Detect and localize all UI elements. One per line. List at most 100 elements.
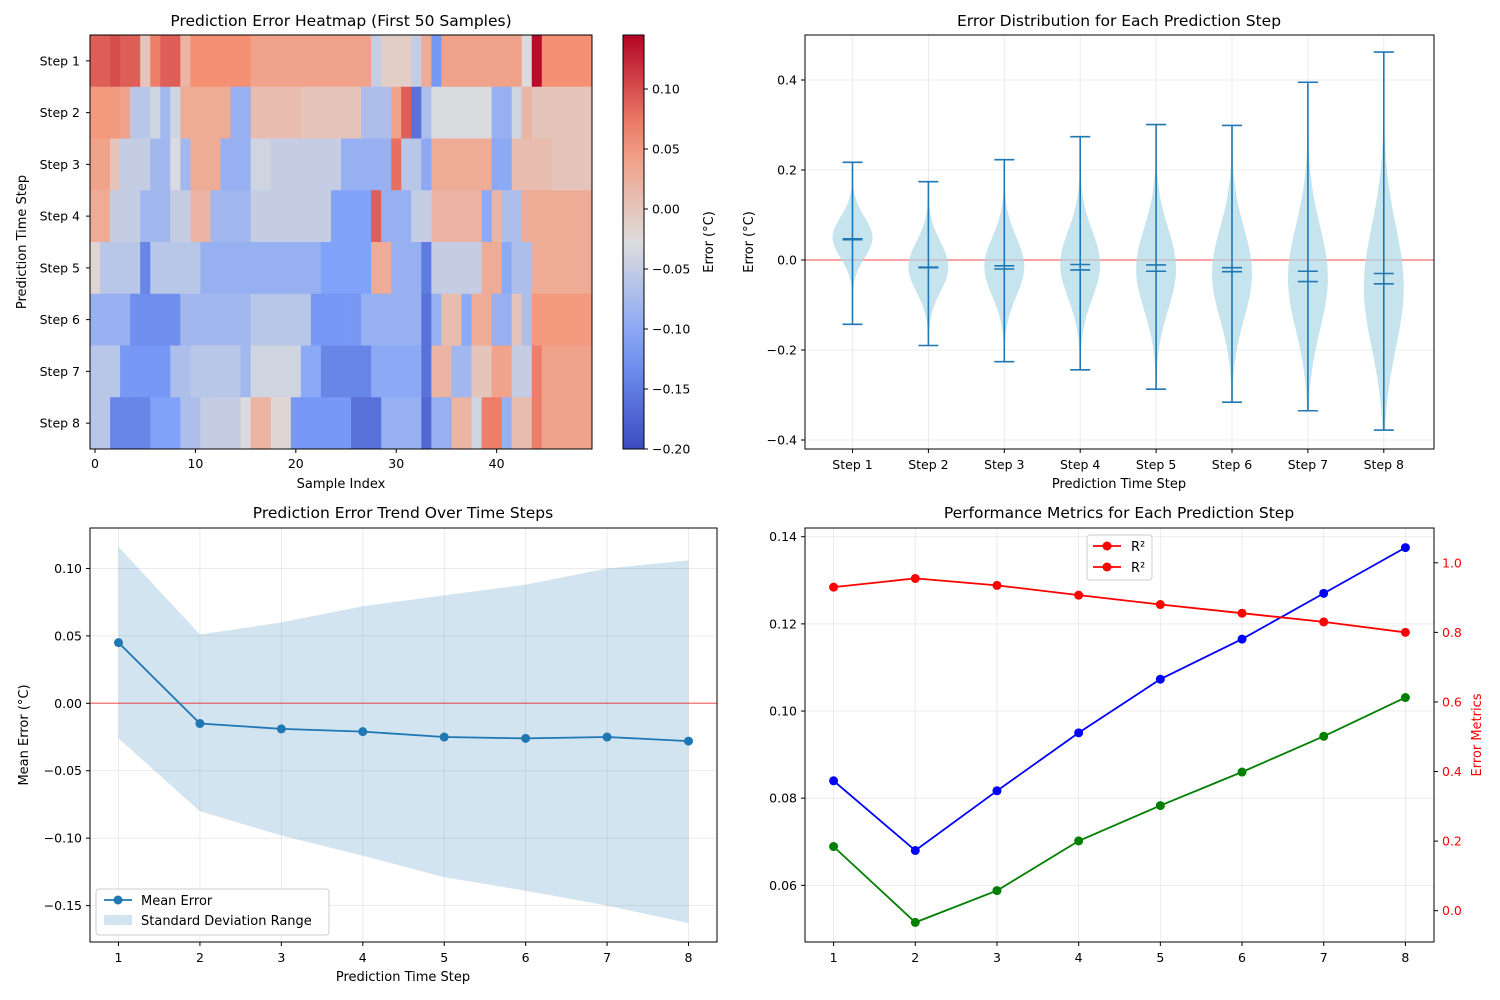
heatmap-cell (90, 138, 101, 191)
heatmap-cell (571, 86, 583, 139)
metrics-x-tick-label: 3 (993, 950, 1001, 965)
heatmap-cell (110, 138, 121, 191)
metrics-frame (804, 527, 1435, 943)
metrics-right-tick-label: 0.8 (1442, 625, 1462, 640)
heatmap-cell (531, 293, 543, 346)
heatmap-cell (431, 397, 442, 450)
heatmap-cell (200, 293, 211, 346)
violin-x-tick-label: Step 1 (832, 457, 872, 472)
trend-x-tick-label: 3 (277, 950, 285, 965)
metrics-x-tick-label: 7 (1320, 950, 1328, 965)
violin-panel: Error Distribution for Each Prediction S… (742, 12, 1435, 492)
heatmap-cell (371, 397, 382, 450)
heatmap-cell (280, 35, 292, 88)
heatmap-cell (361, 86, 372, 139)
heatmap-cell (300, 242, 312, 295)
heatmap-cell (140, 190, 151, 243)
heatmap-cell (180, 86, 191, 139)
heatmap-cell (441, 242, 452, 295)
colorbar-tick-label: −0.15 (652, 382, 690, 397)
metrics-series-point (910, 845, 920, 855)
heatmap-cell (180, 293, 191, 346)
heatmap-cell (300, 293, 312, 346)
heatmap-cell (551, 345, 563, 398)
heatmap-cell (491, 86, 503, 139)
heatmap-cell (200, 138, 211, 191)
violin-x-tick-label: Step 8 (1364, 457, 1404, 472)
heatmap-cell (160, 138, 171, 191)
heatmap-cell (551, 35, 563, 88)
metrics-x-tick-label: 1 (830, 950, 838, 965)
heatmap-cell (451, 397, 462, 450)
heatmap-cell (531, 35, 543, 88)
heatmap-cell (230, 190, 241, 243)
heatmap-cell (491, 242, 503, 295)
metrics-right-tick-label: 0.6 (1442, 694, 1462, 709)
heatmap-cell (441, 86, 452, 139)
heatmap-cell (150, 86, 161, 139)
heatmap-cell (190, 35, 201, 88)
heatmap-cell (230, 242, 241, 295)
heatmap-cell (361, 345, 372, 398)
heatmap-cell (431, 138, 442, 191)
heatmap-cell (341, 138, 352, 191)
heatmap-cell (501, 35, 513, 88)
heatmap-cell (140, 138, 151, 191)
heatmap-cell (411, 397, 422, 450)
heatmap-cell (351, 86, 362, 139)
heatmap-cell (320, 190, 332, 243)
heatmap-cell (200, 397, 211, 450)
heatmap-cell (120, 190, 131, 243)
heatmap-cell (190, 190, 201, 243)
trend-title: Prediction Error Trend Over Time Steps (253, 504, 553, 522)
heatmap-cell (210, 345, 221, 398)
heatmap-cell (471, 242, 482, 295)
heatmap-cell (90, 190, 101, 243)
heatmap-y-label: Prediction Time Step (15, 175, 30, 309)
heatmap-cell (190, 242, 201, 295)
heatmap-cell (290, 35, 302, 88)
violin-x-tick-label: Step 5 (1136, 457, 1176, 472)
heatmap-cell (310, 293, 322, 346)
trend-panel: Prediction Error Trend Over Time Steps −… (17, 504, 718, 985)
heatmap-cell (260, 190, 272, 243)
heatmap-cell (170, 190, 181, 243)
heatmap-cell (290, 190, 302, 243)
heatmap-row-label: Step 3 (40, 157, 80, 172)
heatmap-cell (391, 35, 402, 88)
heatmap-cell (501, 86, 513, 139)
heatmap-cell (260, 293, 272, 346)
trend-x-tick-label: 4 (359, 950, 367, 965)
heatmap-cell (160, 35, 171, 88)
heatmap-cell (290, 138, 302, 191)
heatmap-cell (581, 190, 593, 243)
heatmap-cell (250, 293, 262, 346)
trend-x-tick-label: 1 (115, 950, 123, 965)
heatmap-cell (371, 190, 382, 243)
heatmap-cell (561, 86, 573, 139)
heatmap-row-labels: Step 1 Step 2 Step 3 Step 4 Step 5 Step 6 Step… (40, 53, 90, 431)
heatmap-cell (531, 345, 543, 398)
heatmap-cell (461, 397, 472, 450)
metrics-x-tick-label: 2 (911, 950, 919, 965)
heatmap-cell (551, 397, 563, 450)
heatmap-cell (391, 138, 402, 191)
heatmap-cell (280, 242, 292, 295)
heatmap-cell (421, 190, 432, 243)
heatmap-cell (481, 397, 492, 450)
heatmap-cell (551, 242, 563, 295)
heatmap-cell (280, 293, 292, 346)
heatmap-x-tick-label: 10 (187, 456, 203, 471)
metrics-left-ticks: 0.06 0.08 0.10 0.12 0.14 (769, 529, 805, 893)
heatmap-cell (120, 86, 131, 139)
heatmap-cell (310, 190, 322, 243)
legend-mean-marker (113, 895, 123, 905)
violin-y-tick-label: 0.4 (777, 73, 797, 88)
heatmap-cell (130, 138, 141, 191)
mean-error-point (114, 638, 123, 648)
metrics-legend: R² R² (1086, 534, 1153, 581)
heatmap-cell (471, 190, 482, 243)
heatmap-cell (190, 138, 201, 191)
heatmap-cell (280, 190, 292, 243)
